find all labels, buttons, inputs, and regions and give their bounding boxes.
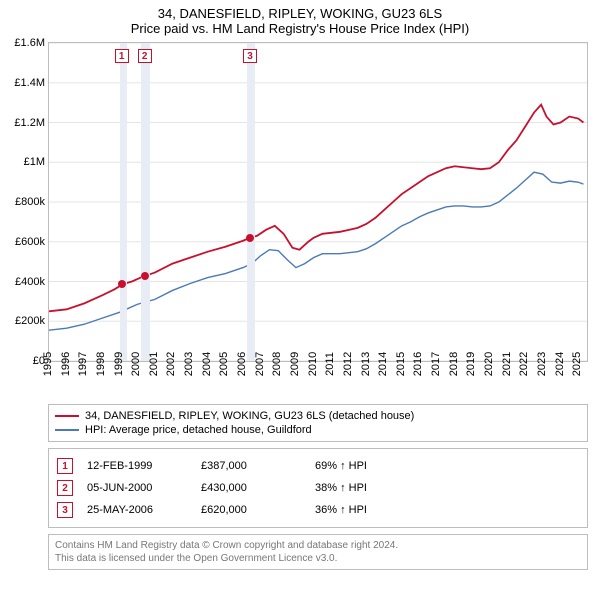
- title-block: 34, DANESFIELD, RIPLEY, WOKING, GU23 6LS…: [0, 0, 600, 38]
- recession-band: [247, 43, 256, 361]
- sale-row-marker: 3: [57, 502, 73, 518]
- x-axis-label: 2013: [360, 352, 372, 376]
- legend-label: 34, DANESFIELD, RIPLEY, WOKING, GU23 6LS…: [85, 410, 414, 422]
- license-notice: Contains HM Land Registry data © Crown c…: [48, 534, 588, 570]
- legend-item: HPI: Average price, detached house, Guil…: [55, 423, 581, 437]
- x-axis-label: 2021: [501, 352, 513, 376]
- x-axis-label: 2018: [448, 352, 460, 376]
- sale-marker-flag: 3: [243, 49, 257, 63]
- x-axis-label: 2019: [465, 352, 477, 376]
- x-axis-label: 2017: [430, 352, 442, 376]
- x-axis-label: 2009: [289, 352, 301, 376]
- sale-row-date: 05-JUN-2000: [87, 482, 187, 494]
- sale-marker-flag: 2: [138, 49, 152, 63]
- x-axis-label: 2025: [571, 352, 583, 376]
- x-axis-label: 2003: [183, 352, 195, 376]
- legend-swatch: [55, 429, 79, 431]
- license-line-1: Contains HM Land Registry data © Crown c…: [55, 539, 581, 552]
- x-axis-label: 1997: [77, 352, 89, 376]
- legend-item: 34, DANESFIELD, RIPLEY, WOKING, GU23 6LS…: [55, 409, 581, 423]
- sale-row-hpi: 38% ↑ HPI: [315, 482, 579, 494]
- x-axis-label: 2015: [395, 352, 407, 376]
- sale-row-hpi: 36% ↑ HPI: [315, 504, 579, 516]
- x-axis-label: 2006: [236, 352, 248, 376]
- x-axis-label: 1999: [113, 352, 125, 376]
- sale-row: 2 05-JUN-2000 £430,000 38% ↑ HPI: [57, 477, 579, 499]
- x-axis-label: 2007: [254, 352, 266, 376]
- x-axis-label: 2010: [307, 352, 319, 376]
- x-axis-label: 2022: [518, 352, 530, 376]
- sale-marker-dot: [141, 272, 149, 280]
- sale-row-hpi: 69% ↑ HPI: [315, 460, 579, 472]
- x-axis-label: 2005: [218, 352, 230, 376]
- sale-row: 1 12-FEB-1999 £387,000 69% ↑ HPI: [57, 455, 579, 477]
- sale-row-price: £620,000: [201, 504, 301, 516]
- x-axis-label: 1998: [95, 352, 107, 376]
- y-axis-label: £800k: [15, 196, 45, 208]
- x-axis-label: 1996: [60, 352, 72, 376]
- sale-row-marker: 1: [57, 458, 73, 474]
- x-axis-label: 2023: [536, 352, 548, 376]
- x-axis-label: 2012: [342, 352, 354, 376]
- y-axis-label: £1.6M: [14, 37, 45, 49]
- sale-row-marker: 2: [57, 480, 73, 496]
- chart-legend: 34, DANESFIELD, RIPLEY, WOKING, GU23 6LS…: [48, 404, 588, 442]
- recession-band: [120, 43, 127, 361]
- chart-title: 34, DANESFIELD, RIPLEY, WOKING, GU23 6LS: [0, 6, 600, 21]
- x-axis-label: 2004: [201, 352, 213, 376]
- y-axis-label: £200k: [15, 315, 45, 327]
- x-axis-label: 2011: [324, 352, 336, 376]
- sale-row-date: 12-FEB-1999: [87, 460, 187, 472]
- chart-plot: [49, 43, 587, 361]
- y-axis-label: £1.4M: [14, 77, 45, 89]
- sale-events-table: 1 12-FEB-1999 £387,000 69% ↑ HPI 2 05-JUN-200…: [48, 448, 588, 528]
- x-axis-label: 2001: [148, 352, 160, 376]
- y-axis-label: £400k: [15, 276, 45, 288]
- y-axis-label: £1M: [24, 156, 45, 168]
- license-line-2: This data is licensed under the Open Gov…: [55, 552, 581, 565]
- sale-row: 3 25-MAY-2006 £620,000 36% ↑ HPI: [57, 499, 579, 521]
- x-axis-label: 2008: [271, 352, 283, 376]
- x-axis-label: 2002: [165, 352, 177, 376]
- legend-swatch: [55, 415, 79, 417]
- x-axis-label: 1995: [42, 352, 54, 376]
- x-axis-label: 2024: [554, 352, 566, 376]
- sale-marker-dot: [118, 280, 126, 288]
- chart-subtitle: Price paid vs. HM Land Registry's House …: [0, 21, 600, 36]
- chart-area: £0£200k£400k£600k£800k£1M£1.2M£1.4M£1.6M…: [48, 42, 588, 362]
- sale-marker-flag: 1: [115, 49, 129, 63]
- x-axis-label: 2014: [377, 352, 389, 376]
- sale-row-price: £387,000: [201, 460, 301, 472]
- legend-label: HPI: Average price, detached house, Guil…: [85, 424, 312, 436]
- y-axis-label: £1.2M: [14, 117, 45, 129]
- x-axis-label: 2016: [412, 352, 424, 376]
- recession-band: [141, 43, 150, 361]
- sale-row-price: £430,000: [201, 482, 301, 494]
- sale-marker-dot: [246, 234, 254, 242]
- x-axis-label: 2020: [483, 352, 495, 376]
- sale-row-date: 25-MAY-2006: [87, 504, 187, 516]
- x-axis-label: 2000: [130, 352, 142, 376]
- y-axis-label: £600k: [15, 236, 45, 248]
- x-axis-ticks: 1995199619971998199920002001200220032004…: [48, 362, 588, 400]
